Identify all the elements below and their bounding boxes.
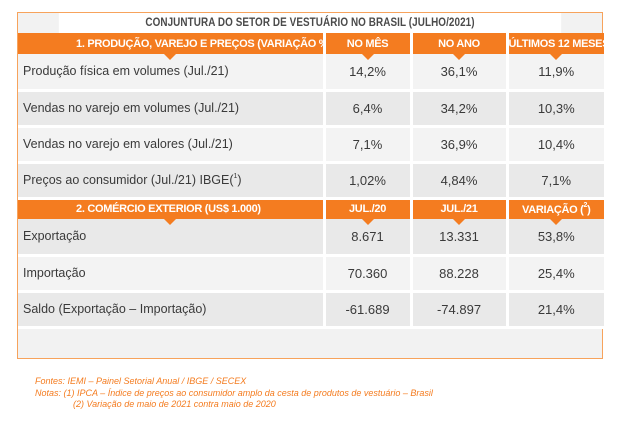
cell-value: 36,9% (411, 126, 509, 164)
row-label: Vendas no varejo em valores (Jul./21) (18, 126, 326, 164)
col-header-no-ano: NO ANO (411, 33, 509, 60)
sources-note: Fontes: IEMI – Painel Setorial Anual / I… (35, 376, 247, 386)
cell-value: 88.228 (411, 255, 509, 293)
row-label: Saldo (Exportação – Importação) (18, 291, 326, 329)
note-1: Notas: (1) IPCA – Índice de preços ao co… (35, 387, 433, 398)
table-row: Vendas no varejo em volumes (Jul./21) 6,… (18, 90, 604, 128)
table-title: CONJUNTURA DO SETOR DE VESTUÁRIO NO BRAS… (58, 13, 562, 33)
cell-value: 4,84% (411, 162, 509, 200)
row-label: Vendas no varejo em volumes (Jul./21) (18, 90, 326, 128)
footnotes: Fontes: IEMI – Painel Setorial Anual / I… (35, 376, 433, 411)
table-row: Produção física em volumes (Jul./21) 14,… (18, 54, 604, 92)
cell-value: 8.671 (324, 219, 413, 257)
conjuntura-table-frame: CONJUNTURA DO SETOR DE VESTUÁRIO NO BRAS… (17, 12, 610, 359)
cell-value: 7,1% (507, 162, 604, 200)
section2-header: 2. COMÉRCIO EXTERIOR (US$ 1.000) JUL./20… (18, 198, 604, 225)
table-row: Saldo (Exportação – Importação) -61.689 … (18, 291, 604, 329)
cell-value: 53,8% (507, 219, 604, 257)
col-header-jul-20: JUL./20 (324, 198, 413, 225)
cell-value: 10,4% (507, 126, 604, 164)
col-header-variacao: VARIAÇÃO (2) (507, 198, 604, 225)
row-label: Produção física em volumes (Jul./21) (18, 54, 326, 92)
table-row: Importação 70.360 88.228 25,4% (18, 255, 604, 293)
cell-value: 10,3% (507, 90, 604, 128)
cell-value: 25,4% (507, 255, 604, 293)
cell-value: -74.897 (411, 291, 509, 329)
section2-title: 2. COMÉRCIO EXTERIOR (US$ 1.000) (18, 198, 326, 225)
table-row: Vendas no varejo em valores (Jul./21) 7,… (18, 126, 604, 164)
cell-value: 11,9% (507, 54, 604, 92)
col-header-jul-21: JUL./21 (411, 198, 509, 225)
row-label: Exportação (18, 219, 326, 257)
col-header-ultimos-12-meses: ÚLTIMOS 12 MESES (507, 33, 610, 60)
cell-value: 1,02% (324, 162, 413, 200)
cell-value: 7,1% (324, 126, 413, 164)
cell-value: 13.331 (411, 219, 509, 257)
row-label: Preços ao consumidor (Jul./21) IBGE(1) (18, 162, 326, 200)
cell-value: 34,2% (411, 90, 509, 128)
cell-value: 21,4% (507, 291, 604, 329)
col-header-no-mes: NO MÊS (324, 33, 413, 60)
section1-title: 1. PRODUÇÃO, VAREJO E PREÇOS (VARIAÇÃO %… (18, 33, 332, 60)
cell-value: 14,2% (324, 54, 413, 92)
table-row: Exportação 8.671 13.331 53,8% (18, 219, 604, 257)
section1-header: 1. PRODUÇÃO, VAREJO E PREÇOS (VARIAÇÃO %… (18, 33, 610, 60)
conjuntura-table: 1. PRODUÇÃO, VAREJO E PREÇOS (VARIAÇÃO %… (18, 33, 610, 329)
row-label: Importação (18, 255, 326, 293)
note-2: (2) Variação de maio de 2021 contra maio… (73, 399, 276, 409)
cell-value: -61.689 (324, 291, 413, 329)
cell-value: 36,1% (411, 54, 509, 92)
table-row: Preços ao consumidor (Jul./21) IBGE(1) 1… (18, 162, 604, 200)
cell-value: 70.360 (324, 255, 413, 293)
cell-value: 6,4% (324, 90, 413, 128)
